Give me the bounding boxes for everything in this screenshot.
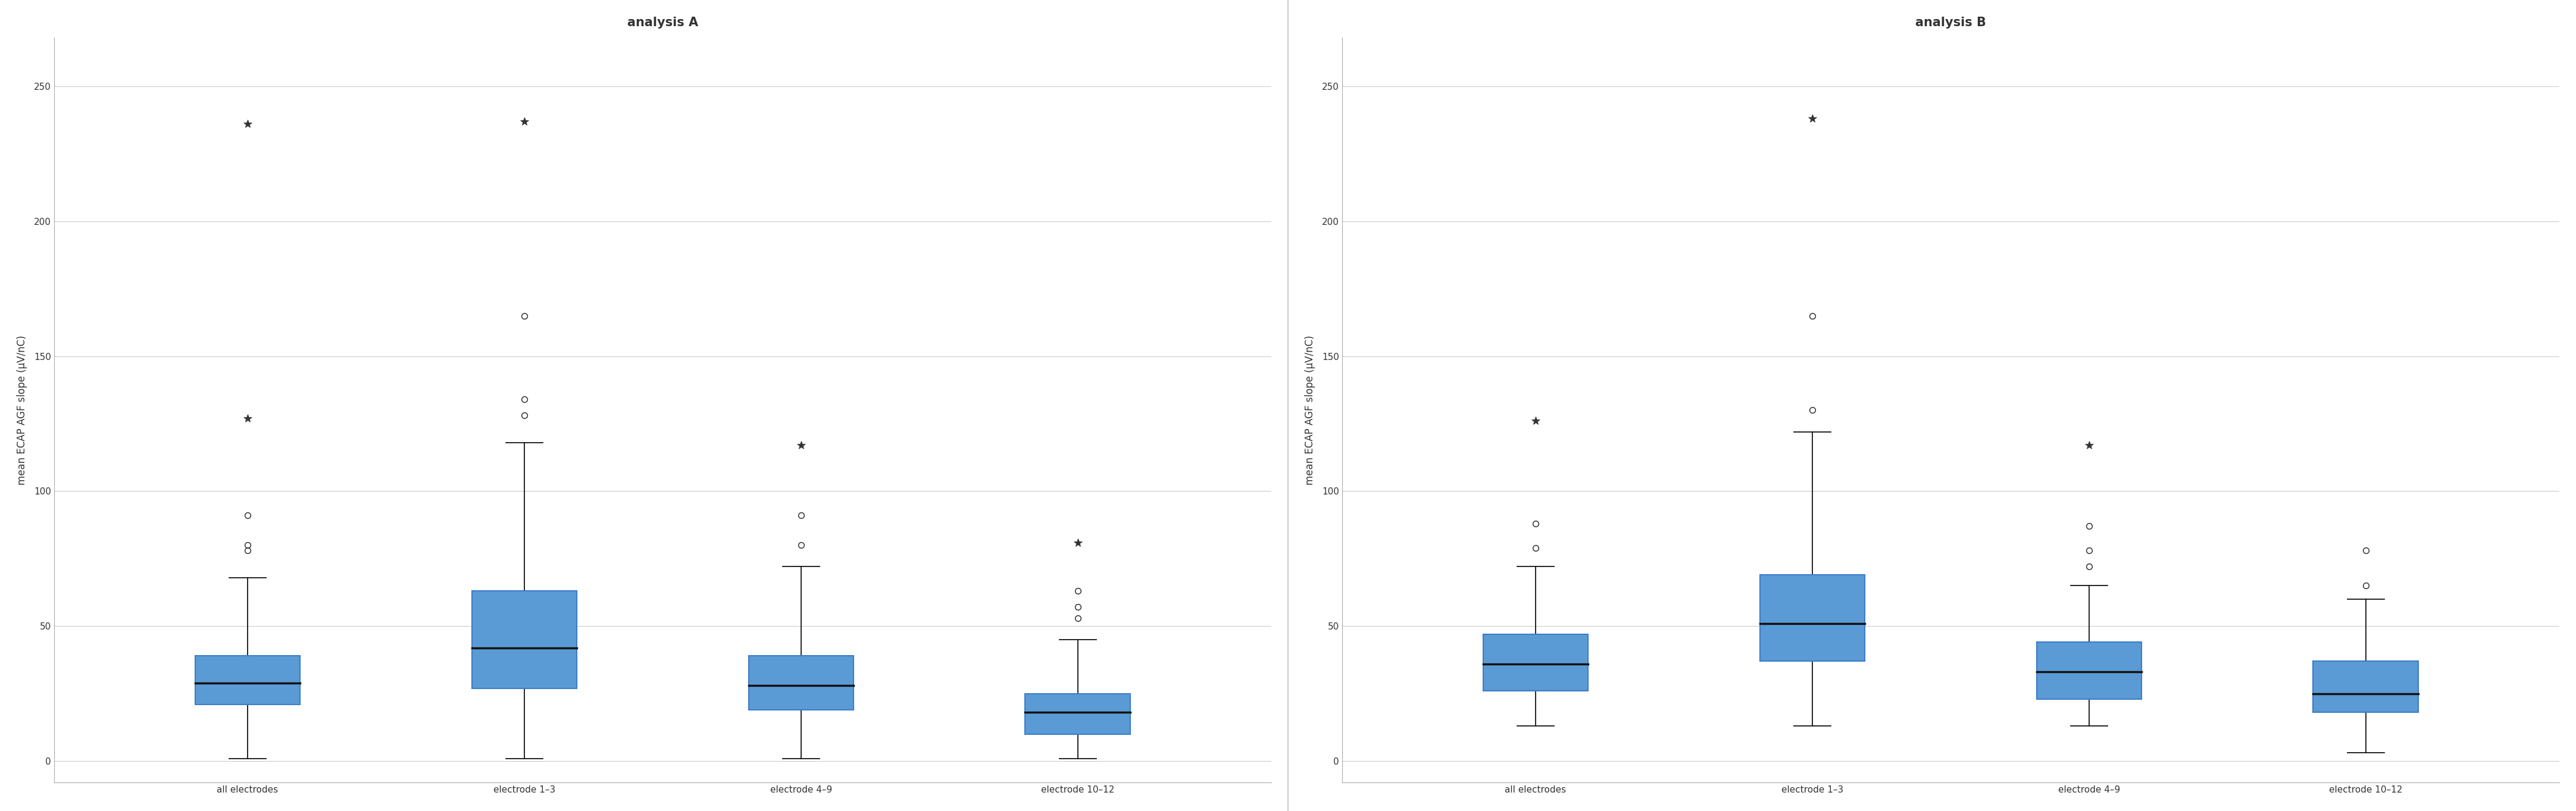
Bar (1025, 693, 1131, 734)
Title: analysis B: analysis B (1917, 16, 1986, 28)
Bar (471, 591, 577, 689)
Bar (1484, 634, 1589, 691)
Title: analysis A: analysis A (626, 16, 698, 28)
Bar (2313, 661, 2419, 713)
Bar (2038, 642, 2141, 699)
Bar (750, 656, 853, 710)
Y-axis label: mean ECAP AGF slope (μV/nC): mean ECAP AGF slope (μV/nC) (1303, 335, 1316, 485)
Bar (1759, 575, 1865, 661)
Y-axis label: mean ECAP AGF slope (μV/nC): mean ECAP AGF slope (μV/nC) (15, 335, 28, 485)
Bar (196, 656, 301, 705)
